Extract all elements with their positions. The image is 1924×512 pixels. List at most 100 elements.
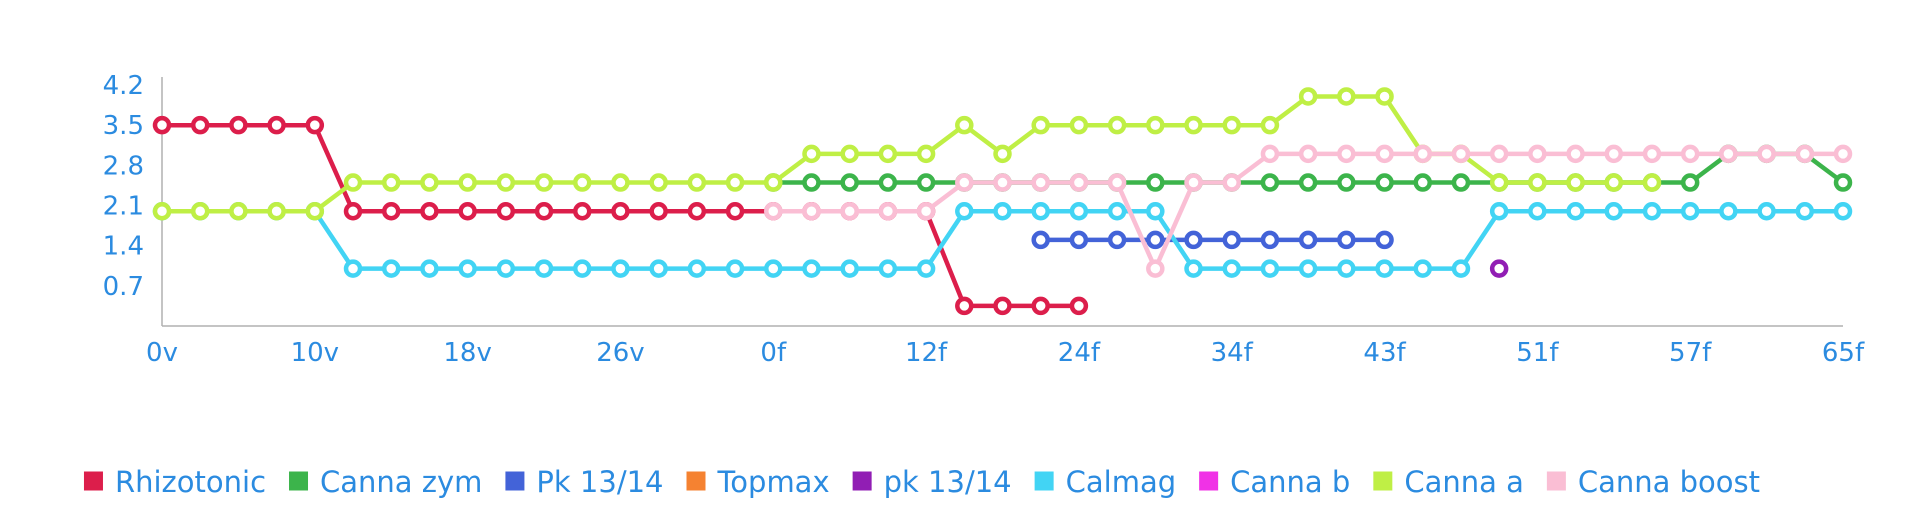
data-point [1107,173,1127,192]
data-point [1642,201,1662,221]
data-point [1337,173,1356,192]
legend-item-rhizotonic[interactable]: Rhizotonic [83,465,266,499]
data-point [1375,230,1394,250]
data-point [458,259,477,278]
legend-label: Canna boost [1578,465,1760,499]
data-point [1451,173,1471,192]
data-point [1260,230,1280,250]
legend[interactable]: Rhizotonic Canna zym Pk 13/14 Topmax pk 13/1… [83,465,1760,499]
x-tick-label: 34f [1211,338,1254,368]
data-point [420,259,439,278]
data-point [993,296,1012,316]
data-point [1566,144,1585,164]
data-point [1566,173,1585,192]
data-point [1107,230,1127,250]
data-point [1604,173,1624,192]
data-point [802,259,821,278]
y-tick-label: 1.4 [103,232,144,262]
data-point [1107,201,1127,221]
legend-item-calmag[interactable]: Calmag [1034,465,1177,499]
data-point [1642,144,1662,164]
data-point [1451,259,1471,278]
y-tick-label: 4.2 [103,71,144,101]
legend-item-canna-boost[interactable]: Canna boost [1546,465,1760,499]
data-point [1069,173,1089,192]
data-point [1222,259,1241,278]
series-rhizotonic [152,115,1089,316]
x-tick-label: 65f [1822,338,1865,368]
legend-swatch [1199,471,1219,491]
data-point [1489,259,1509,278]
data-point [1146,115,1165,135]
legend-item-canna-b[interactable]: Canna b [1199,465,1350,499]
data-point [343,173,363,192]
series-layer [152,87,1853,316]
data-point [916,201,936,221]
data-point [955,201,974,221]
data-point [993,201,1012,221]
data-point [1528,173,1547,192]
data-point [802,173,821,192]
y-tick-label: 2.8 [103,151,144,181]
data-point [573,259,592,278]
data-point [1069,296,1089,316]
data-point [764,259,783,278]
legend-item-pk-13-14[interactable]: Pk 13/14 [505,465,664,499]
x-tick-label: 0f [760,338,787,368]
data-point [1566,201,1585,221]
data-point [305,201,325,221]
data-point [343,259,363,278]
x-tick-label: 0v [146,338,178,368]
data-point [1833,201,1853,221]
data-point [1604,201,1624,221]
data-point [1146,230,1165,250]
data-point [725,259,745,278]
data-point [534,201,554,221]
data-point [534,173,554,192]
data-point [229,115,248,135]
data-point [1528,201,1547,221]
data-point [1146,259,1165,278]
data-point [152,115,172,135]
x-tick-label: 18v [443,338,491,368]
data-point [1146,201,1165,221]
data-point [152,201,172,221]
data-point [840,173,859,192]
data-point [1184,173,1203,192]
data-point [1298,144,1318,164]
data-point [1298,259,1318,278]
data-point [1107,115,1127,135]
data-point [878,259,898,278]
y-tick-label: 0.7 [103,272,144,302]
data-point [1604,144,1624,164]
data-point [840,201,859,221]
legend-swatch [289,471,309,491]
legend-label: pk 13/14 [884,465,1012,499]
legend-item-pk-13-14[interactable]: pk 13/14 [852,465,1012,499]
data-point [611,259,630,278]
data-point [381,259,401,278]
data-point [1031,173,1050,192]
data-point [420,201,439,221]
data-point [1298,230,1318,250]
data-point [534,259,554,278]
data-point [725,173,745,192]
data-point [1184,259,1203,278]
legend-swatch [686,471,706,491]
legend-swatch [505,471,525,491]
data-point [1260,115,1280,135]
data-point [802,144,821,164]
x-tick-label: 26v [596,338,644,368]
legend-swatch [1034,471,1054,491]
data-point [1222,173,1241,192]
data-point [1375,87,1394,106]
legend-label: Topmax [717,465,830,499]
data-point [649,173,668,192]
legend-item-canna-zym[interactable]: Canna zym [289,465,482,499]
legend-item-canna-a[interactable]: Canna a [1373,465,1524,499]
data-point [305,115,325,135]
data-point [1031,115,1050,135]
legend-item-topmax[interactable]: Topmax [686,465,830,499]
data-point [1719,201,1738,221]
data-point [573,173,592,192]
